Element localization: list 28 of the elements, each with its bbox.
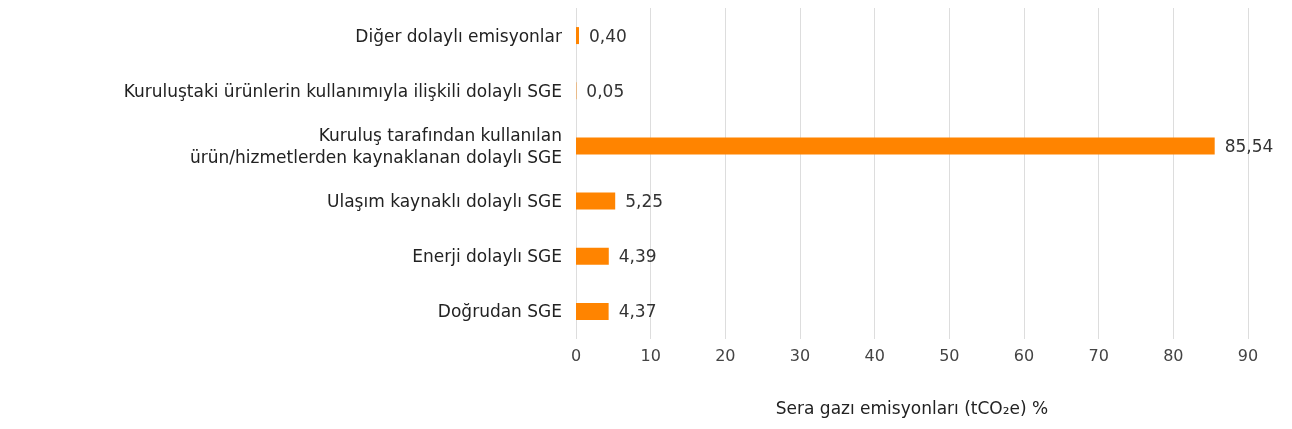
x-tick-label: 0: [570, 345, 582, 365]
x-tick-label: 10: [640, 345, 661, 365]
bar: [576, 27, 579, 45]
bar: [576, 247, 609, 265]
y-tick-label: Kuruluş tarafından kullanılan ürün/hizmetlerden kaynaklanan dolaylı SGE: [190, 124, 562, 167]
data-label: 0,05: [586, 80, 625, 101]
x-tick-label: 60: [1013, 345, 1035, 365]
x-tick-label: 80: [1163, 345, 1184, 365]
data-label: 4,39: [618, 246, 657, 267]
bar: [576, 302, 609, 320]
data-label: 5,25: [625, 191, 664, 212]
x-tick-label: 50: [939, 345, 960, 365]
x-tick-label: 40: [864, 345, 885, 365]
x-tick-label: 20: [715, 345, 736, 365]
x-axis-title: Sera gazı emisyonları (tCO₂e) %: [775, 397, 1049, 418]
bar: [576, 137, 1215, 155]
x-tick-label: 90: [1237, 345, 1259, 365]
y-tick-label: Enerji dolaylı SGE: [412, 246, 562, 267]
y-tick-label: Doğrudan SGE: [437, 301, 562, 322]
x-tick-label: 30: [789, 345, 811, 365]
bar: [576, 192, 616, 210]
data-label: 85,54: [1224, 135, 1274, 156]
data-label: 4,37: [618, 301, 657, 322]
data-label: 0,40: [588, 25, 627, 46]
y-tick-label: Kuruluştaki ürünlerin kullanımıyla ilişkili dolaylı SGE: [123, 80, 562, 101]
x-tick-label: 70: [1088, 345, 1109, 365]
y-tick-label: Diğer dolaylı emisyonlar: [355, 25, 562, 46]
y-tick-label: Ulaşım kaynaklı dolaylı SGE: [327, 191, 562, 212]
